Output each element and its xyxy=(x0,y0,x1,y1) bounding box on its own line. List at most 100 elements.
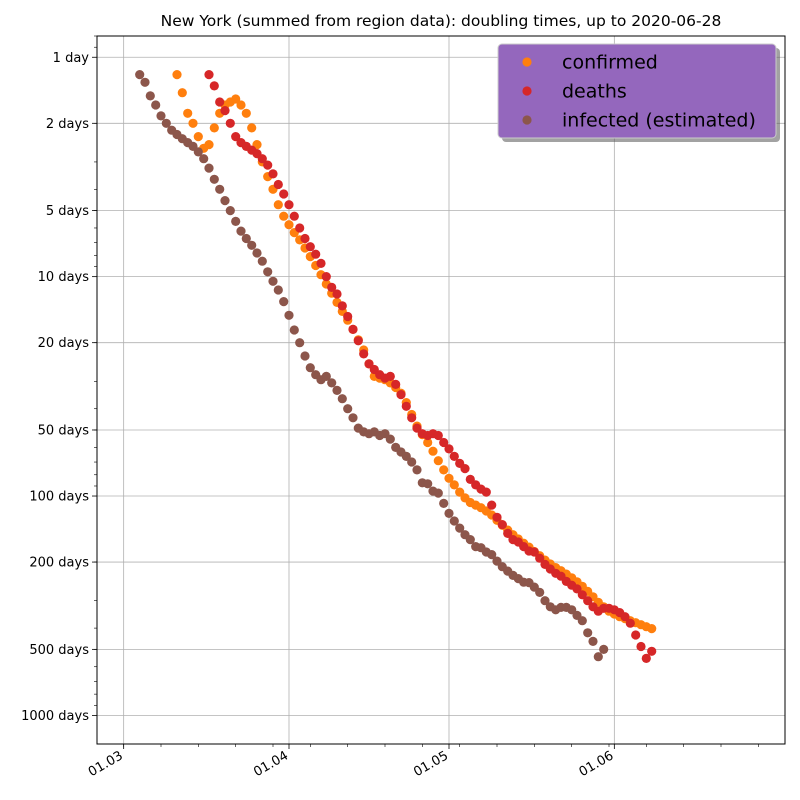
data-point xyxy=(572,584,582,594)
plot-frame xyxy=(96,35,786,745)
data-point xyxy=(460,464,470,474)
y-tick-label: 50 days xyxy=(38,423,90,438)
y-tick-label: 1 day xyxy=(53,51,90,66)
data-point xyxy=(204,70,214,80)
data-point xyxy=(204,163,214,173)
data-point xyxy=(295,338,305,348)
data-point xyxy=(305,363,315,373)
data-point xyxy=(359,349,369,359)
data-point xyxy=(577,616,587,626)
data-point xyxy=(428,446,438,456)
data-point xyxy=(439,498,449,508)
data-point xyxy=(247,123,257,133)
data-point xyxy=(247,240,257,250)
data-point xyxy=(284,310,294,320)
data-point xyxy=(348,324,358,334)
data-point xyxy=(535,553,545,563)
series-deaths xyxy=(204,70,657,664)
axis-ticks: 01.03 01.04 01.05 01.06 1 day 2 days 5 days 10 … xyxy=(21,35,759,780)
data-point xyxy=(225,206,235,216)
data-point xyxy=(257,256,267,266)
data-point xyxy=(295,223,305,233)
data-point xyxy=(535,587,545,598)
data-point xyxy=(337,301,347,311)
data-point xyxy=(300,233,310,244)
legend: confirmed deaths infected (estimated) xyxy=(497,43,780,142)
data-point xyxy=(487,550,497,560)
data-point xyxy=(215,97,225,107)
data-point xyxy=(487,500,497,510)
legend-marker xyxy=(522,57,532,67)
data-point xyxy=(433,488,443,498)
data-point xyxy=(289,211,299,221)
data-point xyxy=(455,523,465,533)
data-point xyxy=(444,473,454,483)
data-point xyxy=(412,465,422,475)
data-point xyxy=(465,535,475,545)
data-point xyxy=(641,653,651,664)
data-point xyxy=(348,413,358,423)
legend-label: deaths xyxy=(562,81,627,103)
data-point xyxy=(311,249,321,259)
data-point xyxy=(481,487,491,497)
legend-label: confirmed xyxy=(562,52,658,74)
data-point xyxy=(391,379,401,389)
data-point xyxy=(407,457,417,467)
data-point xyxy=(343,311,353,322)
data-point xyxy=(433,430,443,441)
legend-marker xyxy=(522,86,532,96)
data-point xyxy=(401,401,411,411)
data-point xyxy=(492,512,502,522)
data-point xyxy=(385,434,395,444)
y-tick-label: 500 days xyxy=(29,643,89,658)
data-point xyxy=(209,174,219,184)
data-point xyxy=(263,267,273,277)
data-point xyxy=(353,336,363,346)
data-point xyxy=(647,624,657,634)
data-point xyxy=(193,147,203,157)
data-point xyxy=(236,226,246,236)
data-point xyxy=(433,456,443,466)
data-point xyxy=(337,394,347,404)
data-point xyxy=(583,628,593,638)
y-tick-label: 5 days xyxy=(46,204,89,219)
data-point xyxy=(455,487,465,497)
data-point xyxy=(577,590,587,600)
data-point xyxy=(407,413,417,423)
data-point xyxy=(263,160,273,170)
y-tick-label: 100 days xyxy=(29,490,89,505)
data-point xyxy=(385,371,395,381)
y-tick-label: 20 days xyxy=(38,336,90,351)
data-point xyxy=(497,520,507,530)
data-point xyxy=(268,276,278,286)
data-point xyxy=(625,618,635,628)
data-point xyxy=(327,282,337,292)
data-point xyxy=(332,385,342,395)
data-point xyxy=(321,371,331,381)
data-point xyxy=(188,118,198,128)
data-point xyxy=(140,77,150,87)
data-point xyxy=(279,211,289,221)
data-point xyxy=(588,636,598,647)
data-point xyxy=(305,242,315,252)
data-point xyxy=(225,118,235,128)
data-point xyxy=(199,154,209,164)
data-point xyxy=(183,108,193,118)
data-point xyxy=(540,596,550,606)
data-point xyxy=(332,289,342,299)
data-point xyxy=(444,508,454,518)
data-point xyxy=(161,118,171,128)
data-point xyxy=(583,596,593,606)
data-point xyxy=(273,285,283,295)
data-points xyxy=(135,70,657,664)
data-point xyxy=(529,547,539,557)
data-point xyxy=(327,378,337,388)
data-point xyxy=(209,123,219,133)
data-point xyxy=(241,233,251,244)
data-point xyxy=(300,351,310,361)
data-point xyxy=(321,272,331,282)
chart-title: New York (summed from region data): doub… xyxy=(161,12,722,30)
data-point xyxy=(620,612,630,622)
data-point xyxy=(439,465,449,475)
